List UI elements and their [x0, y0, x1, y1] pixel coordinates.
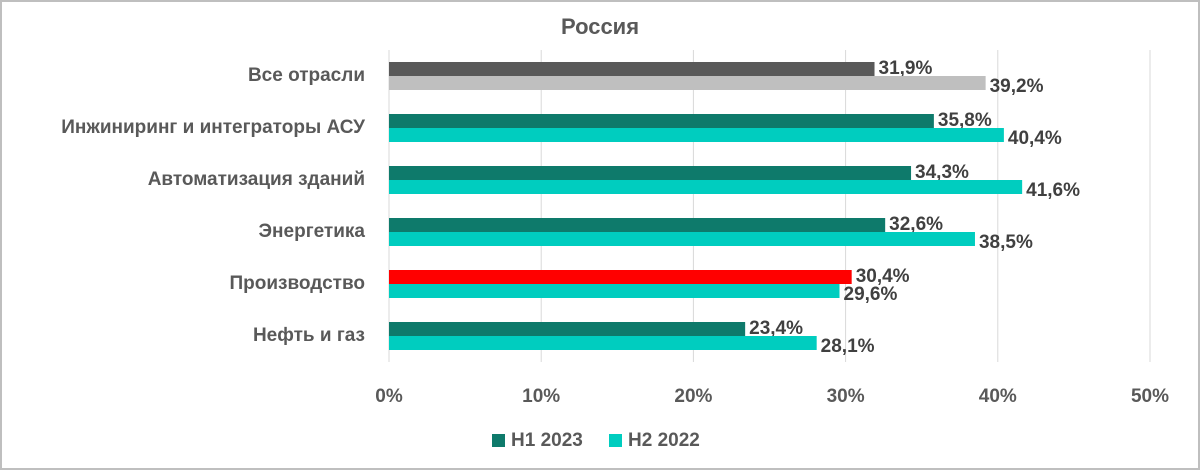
- y-tick-label: Нефть и газ: [253, 325, 365, 346]
- legend-label: H1 2023: [511, 430, 583, 451]
- value-label: 34,3%: [915, 162, 969, 183]
- value-label: 39,2%: [990, 76, 1044, 97]
- value-label: 29,6%: [844, 284, 898, 305]
- bar: [389, 62, 875, 76]
- bar: [389, 284, 840, 298]
- bar: [389, 232, 975, 246]
- value-label: 23,4%: [749, 318, 803, 339]
- legend-swatch: [609, 434, 622, 447]
- bar: [389, 114, 934, 128]
- value-label: 31,9%: [879, 58, 933, 79]
- x-tick-label: 0%: [375, 386, 403, 407]
- bar: [389, 166, 912, 180]
- value-label: 40,4%: [1008, 128, 1062, 149]
- value-label: 41,6%: [1026, 180, 1080, 201]
- chart-title: Россия: [561, 14, 639, 39]
- y-tick-label: Все отрасли: [248, 65, 365, 86]
- x-tick-label: 20%: [674, 386, 712, 407]
- bar: [389, 76, 986, 90]
- x-tick-label: 40%: [979, 386, 1017, 407]
- bar: [389, 218, 886, 232]
- y-tick-label: Автоматизация зданий: [148, 169, 365, 190]
- bar: [389, 180, 1023, 194]
- x-tick-label: 30%: [827, 386, 865, 407]
- bar: [389, 322, 746, 336]
- value-label: 30,4%: [856, 266, 910, 287]
- y-tick-label: Производство: [230, 273, 366, 294]
- value-label: 35,8%: [938, 110, 992, 131]
- legend-label: H2 2022: [628, 430, 700, 451]
- y-tick-label: Инжиниринг и интеграторы АСУ: [61, 117, 365, 138]
- y-tick-label: Энергетика: [259, 221, 366, 242]
- bar: [389, 128, 1004, 142]
- bar: [389, 270, 852, 284]
- value-label: 38,5%: [979, 232, 1033, 253]
- legend-swatch: [492, 434, 505, 447]
- value-label: 32,6%: [889, 214, 943, 235]
- x-tick-label: 10%: [522, 386, 560, 407]
- x-tick-label: 50%: [1131, 386, 1169, 407]
- value-label: 28,1%: [821, 336, 875, 357]
- bar: [389, 336, 817, 350]
